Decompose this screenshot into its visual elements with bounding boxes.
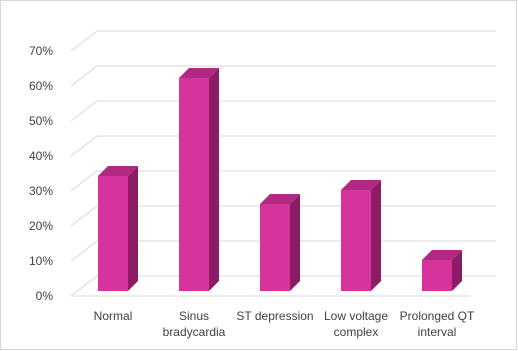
bar-front — [341, 190, 371, 291]
bar-top — [341, 180, 381, 190]
y-tick-label: 70% — [29, 44, 53, 58]
x-category-label: Low voltage complex — [324, 309, 388, 339]
y-tick-label: 30% — [29, 184, 53, 198]
gridline — [70, 65, 496, 87]
bar-top — [179, 68, 219, 78]
y-tick-label: 0% — [36, 289, 54, 303]
x-category-label-line: Low voltage — [324, 309, 388, 323]
y-tick-label: 10% — [29, 254, 53, 268]
y-tick-label: 50% — [29, 114, 53, 128]
bar-top — [422, 250, 462, 260]
bar-side — [209, 68, 219, 291]
x-category-label-line: Sinus — [179, 309, 209, 323]
bar-front — [422, 260, 452, 291]
bar-front — [179, 78, 209, 291]
bar-side — [290, 194, 300, 291]
x-category-label: ST depression — [236, 309, 313, 323]
bar-side — [452, 250, 462, 291]
bar-side — [371, 180, 381, 291]
x-category-label-line: bradycardia — [163, 325, 226, 339]
bar-front — [260, 204, 290, 291]
x-category-label: Normal — [94, 309, 133, 323]
gridline — [70, 170, 496, 192]
bar-front — [98, 176, 128, 291]
x-category-label-line: complex — [334, 325, 379, 339]
x-category-label-line: interval — [418, 325, 457, 339]
y-tick-label: 40% — [29, 149, 53, 163]
gridline — [70, 135, 496, 157]
y-tick-label: 60% — [29, 79, 53, 93]
bar-side — [128, 166, 138, 291]
y-tick-label: 20% — [29, 219, 53, 233]
x-category-label: Prolonged QT interval — [400, 309, 475, 339]
bar-top — [98, 166, 138, 176]
x-category-label-line: Prolonged QT — [400, 309, 475, 323]
x-category-label-line: Normal — [94, 309, 133, 323]
gridline — [70, 100, 496, 122]
bar-top — [260, 194, 300, 204]
x-category-label: Sinus bradycardia — [163, 309, 226, 339]
gridline — [70, 30, 496, 52]
x-category-label-line: ST depression — [236, 309, 313, 323]
